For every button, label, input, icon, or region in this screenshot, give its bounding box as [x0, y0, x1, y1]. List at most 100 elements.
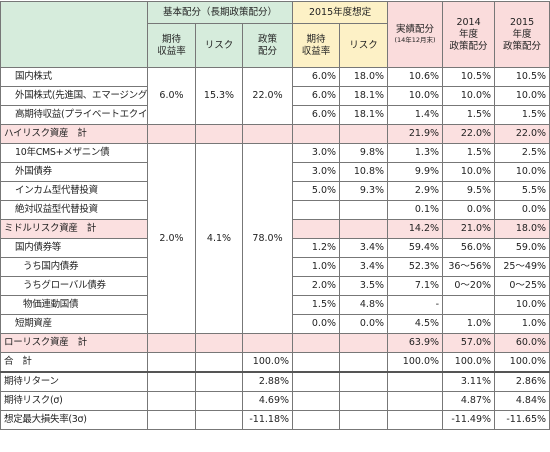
- value-cell: 9.9%: [387, 162, 444, 182]
- value-cell: 10.0%: [494, 162, 550, 182]
- value-cell: [387, 371, 444, 392]
- value-cell: 3.0%: [292, 162, 341, 182]
- value-cell: [339, 124, 389, 144]
- value-cell: [292, 352, 341, 373]
- header-fy2015-policy: 2015 年度 政策配分: [494, 1, 550, 68]
- value-cell: -11.18%: [241, 410, 294, 430]
- value-cell: 3.5%: [339, 276, 389, 296]
- row-label: 高期待収益(プライベートエクイティ): [0, 105, 148, 125]
- row: 高期待収益(プライベートエクイティ)6.0%18.1%1.4%1.5%1.5%: [0, 105, 550, 125]
- value-cell: 4.84%: [494, 391, 550, 411]
- value-cell: [241, 333, 294, 353]
- base-cell: 2.0%: [147, 143, 196, 334]
- sub-header: 期待 収益率: [147, 23, 196, 68]
- value-cell: [339, 219, 389, 239]
- value-cell: 1.3%: [387, 143, 444, 163]
- value-cell: 18.0%: [494, 219, 550, 239]
- value-cell: 4.8%: [339, 295, 389, 315]
- value-cell: 100.0%: [442, 352, 496, 373]
- value-cell: [147, 410, 196, 430]
- row: インカム型代替投資 5.0% 9.3% 2.9% 9.5% 5.5%: [0, 181, 550, 201]
- value-cell: [339, 410, 389, 430]
- sub-header: リスク: [339, 23, 389, 68]
- value-cell: 10.0%: [442, 86, 496, 106]
- value-cell: 3.4%: [339, 257, 389, 277]
- value-cell: 2.5%: [494, 143, 550, 163]
- base-cell: 6.0%: [147, 67, 196, 125]
- header-base: 基本配分（長期政策配分）: [146, 1, 294, 24]
- row-label: うちグローバル債券: [0, 276, 148, 296]
- value-cell: 1.0%: [494, 314, 550, 334]
- row-label: 期待リターン: [0, 371, 148, 392]
- value-cell: 2.0%: [292, 276, 341, 296]
- value-cell: 10.8%: [339, 162, 389, 182]
- value-cell: 4.69%: [241, 391, 294, 411]
- value-cell: 0.0%: [442, 200, 496, 220]
- value-cell: -11.49%: [442, 410, 496, 430]
- value-cell: 1.4%: [387, 105, 444, 125]
- base-cell: 78.0%: [241, 143, 294, 334]
- sub-header: 期待 収益率: [292, 23, 341, 68]
- value-cell: 0～20%: [442, 276, 496, 296]
- row: 絶対収益型代替投資 0.1% 0.0% 0.0%: [0, 200, 550, 220]
- row: 物価連動国債 1.5% 4.8% - 10.0%: [0, 295, 550, 315]
- value-cell: [292, 200, 341, 220]
- value-cell: 0.0%: [339, 314, 389, 334]
- sub-header: 政策 配分: [241, 23, 294, 68]
- value-cell: 10.0%: [494, 86, 550, 106]
- value-cell: [339, 371, 389, 392]
- row: 期待リスク(σ) 4.69% 4.87% 4.84%: [0, 391, 550, 411]
- corner: [0, 1, 148, 68]
- row: 合 計 100.0% 100.0% 100.0% 100.0%: [0, 352, 550, 373]
- value-cell: [292, 391, 341, 411]
- value-cell: 2.9%: [387, 181, 444, 201]
- value-cell: [292, 333, 341, 353]
- value-cell: [195, 352, 243, 373]
- value-cell: 100.0%: [494, 352, 550, 373]
- row: 国内株式 6.0% 15.3% 22.0% 6.0% 18.0% 10.6% 10.5% 10.…: [0, 67, 550, 125]
- row-label: 物価連動国債: [0, 295, 148, 315]
- value-cell: 1.0%: [292, 257, 341, 277]
- value-cell: 10.5%: [442, 67, 496, 87]
- header-actual: 実績配分 (14年12月末): [387, 1, 444, 68]
- value-cell: [339, 391, 389, 411]
- row-label: うち国内債券: [0, 257, 148, 277]
- value-cell: 10.0%: [494, 295, 550, 315]
- row: 想定最大損失率(3σ) -11.18% -11.49% -11.65%: [0, 410, 550, 430]
- value-cell: [292, 124, 341, 144]
- value-cell: 100.0%: [387, 352, 444, 373]
- value-cell: [147, 124, 196, 144]
- value-cell: 21.9%: [387, 124, 444, 144]
- row: 短期資産 0.0% 0.0% 4.5% 1.0% 1.0%: [0, 314, 550, 334]
- value-cell: 1.5%: [442, 143, 496, 163]
- value-cell: [195, 124, 243, 144]
- row-label: 国内債券等: [0, 238, 148, 258]
- value-cell: [339, 333, 389, 353]
- value-cell: 52.3%: [387, 257, 444, 277]
- base-cell: 22.0%: [241, 67, 294, 125]
- value-cell: 3.0%: [292, 143, 341, 163]
- value-cell: 60.0%: [494, 333, 550, 353]
- value-cell: 0～25%: [494, 276, 550, 296]
- value-cell: 2.86%: [494, 371, 550, 392]
- value-cell: 21.0%: [442, 219, 496, 239]
- value-cell: 100.0%: [241, 352, 294, 373]
- value-cell: 25～49%: [494, 257, 550, 277]
- value-cell: 3.4%: [339, 238, 389, 258]
- value-cell: 18.1%: [339, 86, 389, 106]
- value-cell: 9.8%: [339, 143, 389, 163]
- value-cell: [292, 410, 341, 430]
- value-cell: 10.0%: [387, 86, 444, 106]
- value-cell: [339, 200, 389, 220]
- value-cell: [195, 410, 243, 430]
- value-cell: 4.5%: [387, 314, 444, 334]
- value-cell: [147, 352, 196, 373]
- value-cell: 1.2%: [292, 238, 341, 258]
- value-cell: 59.0%: [494, 238, 550, 258]
- row-label: ハイリスク資産 計: [0, 124, 148, 144]
- value-cell: 6.0%: [292, 67, 341, 87]
- value-cell: 6.0%: [292, 105, 341, 125]
- value-cell: [147, 371, 196, 392]
- value-cell: 14.2%: [387, 219, 444, 239]
